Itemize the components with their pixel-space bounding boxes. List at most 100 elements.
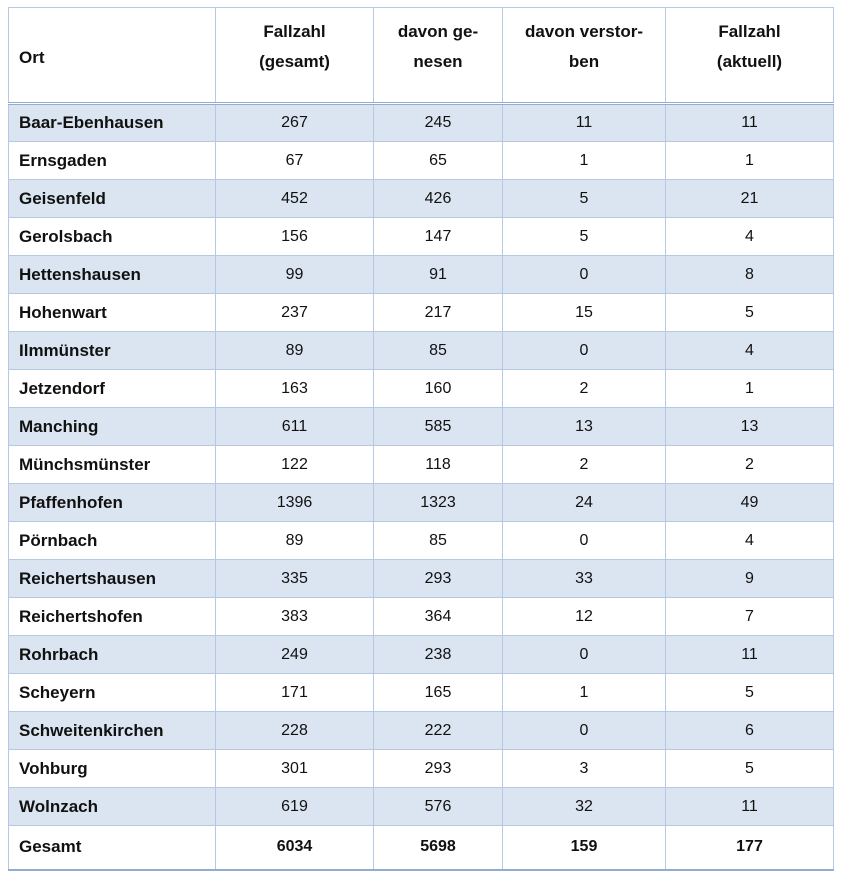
cell-ort: Ilmmünster [8, 331, 216, 370]
cell-fallzahl-gesamt: 156 [215, 217, 374, 256]
table-row: Pörnbach 89 85 0 4 [8, 521, 834, 560]
cell-fallzahl-aktuell: 8 [665, 255, 834, 294]
total-cell-davon-genesen: 5698 [373, 825, 503, 871]
header-fallzahl-gesamt: Fallzahl (gesamt) [215, 7, 374, 105]
cell-fallzahl-aktuell: 11 [665, 787, 834, 826]
table-row: Schweitenkirchen 228 222 0 6 [8, 711, 834, 750]
total-row-group: Gesamt 6034 5698 159 177 [8, 825, 834, 871]
cell-ort: Vohburg [8, 749, 216, 788]
table-row: Baar-Ebenhausen 267 245 11 11 [8, 103, 834, 142]
cell-fallzahl-gesamt: 619 [215, 787, 374, 826]
cell-fallzahl-aktuell: 1 [665, 369, 834, 408]
cell-fallzahl-aktuell: 4 [665, 521, 834, 560]
table-row: Vohburg 301 293 3 5 [8, 749, 834, 788]
cell-davon-verstorben: 0 [502, 255, 666, 294]
cell-ort: Reichertshofen [8, 597, 216, 636]
table-row: Reichertshausen 335 293 33 9 [8, 559, 834, 598]
cell-fallzahl-aktuell: 5 [665, 673, 834, 712]
cell-fallzahl-gesamt: 163 [215, 369, 374, 408]
cell-fallzahl-aktuell: 21 [665, 179, 834, 218]
header-fallzahl-aktuell: Fallzahl (aktuell) [665, 7, 834, 105]
cell-davon-genesen: 222 [373, 711, 503, 750]
table-row: Manching 611 585 13 13 [8, 407, 834, 446]
table-body: Baar-Ebenhausen 267 245 11 11 Ernsgaden … [8, 103, 834, 826]
cell-ort: Reichertshausen [8, 559, 216, 598]
cell-ort: Geisenfeld [8, 179, 216, 218]
cell-davon-genesen: 1323 [373, 483, 503, 522]
table-row: Ilmmünster 89 85 0 4 [8, 331, 834, 370]
cell-davon-verstorben: 32 [502, 787, 666, 826]
total-row: Gesamt 6034 5698 159 177 [8, 825, 834, 871]
cell-davon-genesen: 91 [373, 255, 503, 294]
cell-ort: Rohrbach [8, 635, 216, 674]
cell-davon-genesen: 238 [373, 635, 503, 674]
cell-fallzahl-aktuell: 5 [665, 293, 834, 332]
cell-davon-genesen: 426 [373, 179, 503, 218]
cell-davon-verstorben: 1 [502, 141, 666, 180]
cell-ort: Gerolsbach [8, 217, 216, 256]
cell-davon-verstorben: 11 [502, 103, 666, 142]
cell-ort: Jetzendorf [8, 369, 216, 408]
cell-ort: Schweitenkirchen [8, 711, 216, 750]
cell-davon-genesen: 118 [373, 445, 503, 484]
cell-davon-verstorben: 3 [502, 749, 666, 788]
cell-davon-genesen: 245 [373, 103, 503, 142]
cell-fallzahl-gesamt: 249 [215, 635, 374, 674]
cell-davon-verstorben: 12 [502, 597, 666, 636]
cell-fallzahl-gesamt: 67 [215, 141, 374, 180]
table-row: Reichertshofen 383 364 12 7 [8, 597, 834, 636]
header-ort: Ort [8, 7, 216, 105]
header-davon-genesen: davon ge- nesen [373, 7, 503, 105]
cell-fallzahl-aktuell: 11 [665, 103, 834, 142]
table-row: Hettenshausen 99 91 0 8 [8, 255, 834, 294]
cell-davon-verstorben: 1 [502, 673, 666, 712]
cell-davon-genesen: 165 [373, 673, 503, 712]
table-row: Pfaffenhofen 1396 1323 24 49 [8, 483, 834, 522]
cell-davon-genesen: 160 [373, 369, 503, 408]
cell-davon-genesen: 585 [373, 407, 503, 446]
total-cell-ort: Gesamt [8, 825, 216, 871]
cell-davon-genesen: 85 [373, 521, 503, 560]
cell-ort: Scheyern [8, 673, 216, 712]
header-davon-verstorben: davon verstor- ben [502, 7, 666, 105]
covid-cases-table: Ort Fallzahl (gesamt) davon ge- nesen da… [8, 7, 834, 871]
cell-davon-genesen: 293 [373, 559, 503, 598]
table-row: Jetzendorf 163 160 2 1 [8, 369, 834, 408]
cell-davon-verstorben: 2 [502, 445, 666, 484]
cell-davon-verstorben: 24 [502, 483, 666, 522]
cell-ort: Hohenwart [8, 293, 216, 332]
cell-davon-genesen: 65 [373, 141, 503, 180]
cell-fallzahl-gesamt: 267 [215, 103, 374, 142]
cell-davon-genesen: 293 [373, 749, 503, 788]
cell-fallzahl-aktuell: 9 [665, 559, 834, 598]
cell-fallzahl-gesamt: 383 [215, 597, 374, 636]
cell-davon-verstorben: 0 [502, 635, 666, 674]
cell-ort: Baar-Ebenhausen [8, 103, 216, 142]
cell-ort: Manching [8, 407, 216, 446]
cell-fallzahl-aktuell: 4 [665, 331, 834, 370]
cell-fallzahl-aktuell: 49 [665, 483, 834, 522]
cell-fallzahl-gesamt: 452 [215, 179, 374, 218]
cell-fallzahl-gesamt: 1396 [215, 483, 374, 522]
cell-fallzahl-aktuell: 1 [665, 141, 834, 180]
cell-fallzahl-gesamt: 301 [215, 749, 374, 788]
cell-fallzahl-aktuell: 11 [665, 635, 834, 674]
table-row: Hohenwart 237 217 15 5 [8, 293, 834, 332]
total-cell-fallzahl-aktuell: 177 [665, 825, 834, 871]
cell-fallzahl-gesamt: 171 [215, 673, 374, 712]
cell-fallzahl-gesamt: 228 [215, 711, 374, 750]
cell-davon-genesen: 85 [373, 331, 503, 370]
cell-fallzahl-aktuell: 2 [665, 445, 834, 484]
cell-fallzahl-aktuell: 4 [665, 217, 834, 256]
table-row: Ernsgaden 67 65 1 1 [8, 141, 834, 180]
cell-davon-verstorben: 0 [502, 711, 666, 750]
total-cell-davon-verstorben: 159 [502, 825, 666, 871]
cell-ort: Ernsgaden [8, 141, 216, 180]
cell-fallzahl-gesamt: 237 [215, 293, 374, 332]
cell-fallzahl-gesamt: 89 [215, 521, 374, 560]
cell-fallzahl-gesamt: 335 [215, 559, 374, 598]
cell-fallzahl-gesamt: 611 [215, 407, 374, 446]
cell-ort: Pfaffenhofen [8, 483, 216, 522]
cell-fallzahl-gesamt: 122 [215, 445, 374, 484]
